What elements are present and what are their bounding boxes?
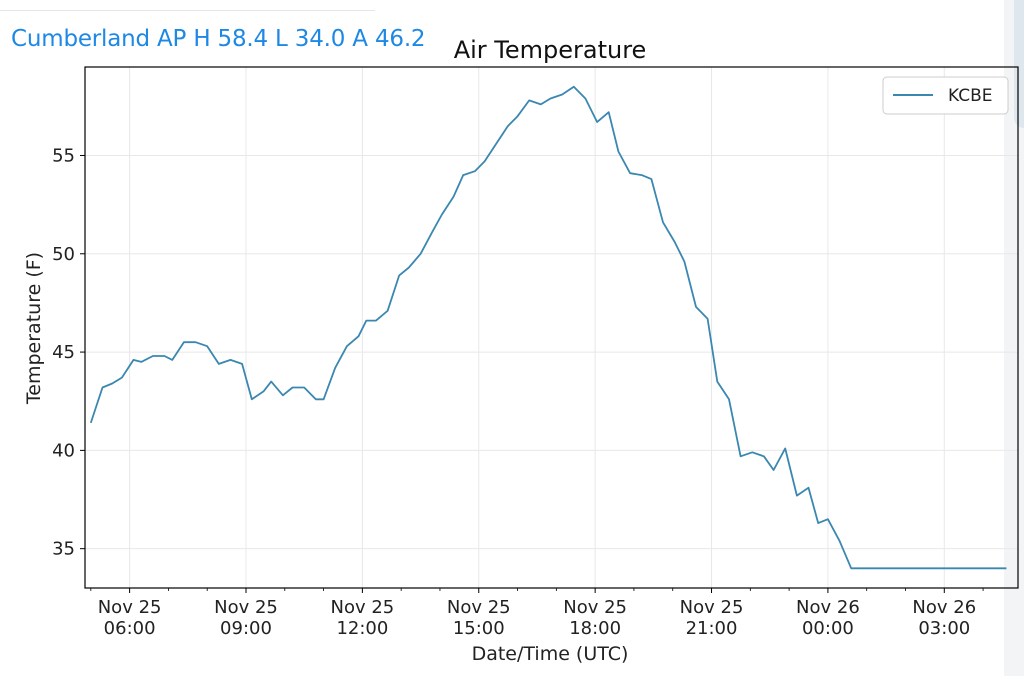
x-tick-label-time: 15:00 [453, 618, 505, 639]
y-tick-label: 35 [52, 539, 75, 560]
x-axis-label: Date/Time (UTC) [472, 643, 629, 665]
x-tick-label-date: Nov 25 [98, 597, 162, 618]
x-tick-label-date: Nov 26 [912, 597, 976, 618]
legend: KCBE [882, 76, 1009, 115]
x-tick-label-time: 06:00 [104, 618, 156, 639]
legend-box [882, 76, 1009, 115]
plot-frame [84, 66, 1019, 589]
y-axis-label: Temperature (F) [23, 252, 45, 405]
x-tick-label-date: Nov 25 [214, 597, 278, 618]
x-tick-label-date: Nov 26 [796, 597, 860, 618]
x-tick-label-time: 21:00 [686, 618, 738, 639]
x-tick-label-time: 12:00 [336, 618, 388, 639]
series-layer [89, 85, 1007, 570]
y-tick-label: 50 [52, 244, 75, 265]
y-axis-ticks: 35 40 45 50 55 [52, 145, 85, 560]
x-tick-label-date: Nov 25 [447, 597, 511, 618]
x-tick-label-date: Nov 25 [330, 597, 394, 618]
series-line-kcbe [89, 85, 1007, 570]
grid-layer [85, 67, 1018, 588]
x-tick-label-date: Nov 25 [563, 597, 627, 618]
x-tick-label-time: 18:00 [569, 618, 621, 639]
x-tick-label-time: 00:00 [802, 618, 854, 639]
top-divider [0, 10, 375, 11]
x-tick-label-date: Nov 25 [680, 597, 744, 618]
x-tick-label-time: 03:00 [918, 618, 970, 639]
side-panel-edge [1004, 0, 1024, 676]
y-tick-label: 55 [52, 145, 75, 166]
y-tick-label: 40 [52, 440, 75, 461]
side-panel-accent [1014, 0, 1024, 128]
chart-title: Air Temperature [454, 36, 647, 64]
legend-label-kcbe: KCBE [948, 86, 993, 106]
station-summary-header: Cumberland AP H 58.4 L 34.0 A 46.2 [11, 26, 426, 52]
x-tick-label-time: 09:00 [220, 618, 272, 639]
y-tick-label: 45 [52, 342, 75, 363]
